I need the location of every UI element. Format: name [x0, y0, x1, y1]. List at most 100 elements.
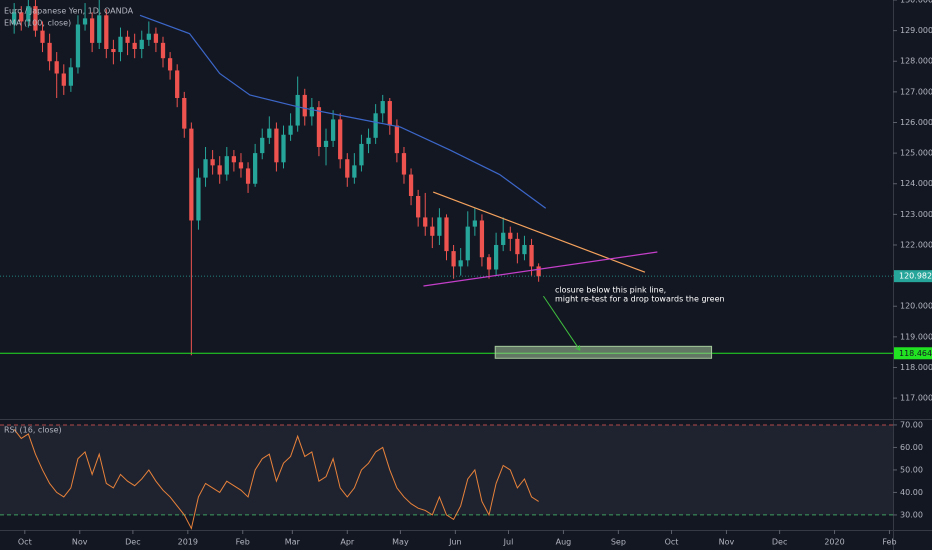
- arrow-head: [575, 345, 581, 351]
- candle-body: [253, 153, 258, 184]
- candle-body: [160, 42, 166, 59]
- x-tick-label: 2019: [178, 538, 198, 547]
- candle-body: [61, 73, 66, 86]
- candle-body: [387, 101, 392, 126]
- y-tick-label: 130.000: [900, 0, 932, 5]
- candle-body: [189, 128, 194, 221]
- candle-body: [401, 153, 407, 175]
- x-tick-label: Feb: [236, 538, 250, 547]
- candle-body: [26, 6, 31, 22]
- x-tick-label: May: [392, 538, 409, 547]
- y-tick-label: 70.00: [900, 420, 923, 429]
- x-tick-label: Nov: [719, 538, 735, 547]
- x-tick-label: Sep: [611, 538, 626, 547]
- y-tick-label: 124.000: [900, 179, 932, 188]
- y-tick-label: 125.000: [900, 149, 932, 158]
- candle-body: [416, 195, 421, 218]
- x-tick-label: Jul: [503, 538, 514, 547]
- x-tick-label: Oct: [18, 538, 32, 547]
- candle-body: [224, 156, 229, 175]
- y-tick-label: 40.00: [900, 488, 923, 497]
- y-tick-label: 118.000: [900, 363, 932, 372]
- annotation: closure below this pink line,: [555, 286, 666, 295]
- y-tick-label: 126.000: [900, 118, 932, 127]
- candle-body: [451, 251, 456, 267]
- candle-body: [19, 12, 24, 22]
- candle-body: [472, 220, 477, 227]
- candle-body: [217, 165, 222, 175]
- candle-body: [167, 58, 173, 71]
- x-tick-label: Mar: [285, 538, 301, 547]
- candle-body: [501, 232, 506, 245]
- arrow: [543, 295, 581, 351]
- candle-body: [90, 18, 95, 43]
- x-tick-label: Dec: [125, 538, 140, 547]
- x-tick-label: Oct: [665, 538, 679, 547]
- candle-body: [515, 238, 520, 255]
- candle-body: [430, 226, 435, 236]
- candle-body: [125, 36, 130, 43]
- candle-body: [196, 177, 201, 221]
- candle-body: [231, 156, 237, 163]
- x-tick-label: Aug: [556, 538, 572, 547]
- candle-body: [394, 125, 400, 154]
- y-tick-label: 50.00: [900, 465, 923, 474]
- candle-body: [175, 70, 180, 98]
- candle-body: [323, 140, 329, 147]
- candle-body: [260, 137, 265, 154]
- candle-body: [281, 134, 286, 163]
- candle-body: [508, 232, 513, 239]
- candle-body: [309, 107, 314, 117]
- legend-entry: RSI (16, close): [4, 426, 62, 435]
- candle-body: [118, 36, 123, 53]
- candle-body: [153, 33, 159, 43]
- candle-body: [139, 39, 144, 49]
- price-label-box: [894, 270, 932, 283]
- candle-body: [529, 244, 534, 267]
- candle-body: [493, 244, 499, 270]
- candle-body: [47, 42, 52, 62]
- candle-body: [40, 30, 45, 43]
- y-tick-label: 30.00: [900, 510, 923, 519]
- candle-body: [380, 101, 385, 114]
- candle-body: [345, 159, 350, 178]
- target-zone: [494, 345, 713, 359]
- x-tick-label: Dec: [772, 538, 787, 547]
- rsi-line: [13, 429, 539, 530]
- candle-body: [238, 162, 244, 169]
- candle-body: [288, 125, 293, 135]
- x-tick-label: Feb: [882, 538, 896, 547]
- candle-body: [111, 48, 116, 53]
- candle-body: [373, 113, 378, 138]
- candle-body: [97, 15, 102, 43]
- candle-body: [295, 94, 300, 126]
- candle-body: [274, 128, 279, 163]
- candle-body: [203, 159, 208, 178]
- y-tick-label: 129.000: [900, 26, 932, 35]
- candle-body: [465, 226, 470, 261]
- candle-body: [75, 24, 81, 68]
- price-label: 120.982: [899, 272, 932, 281]
- y-tick-label: 127.000: [900, 87, 932, 96]
- price-label: 118.464: [899, 349, 932, 358]
- candle-body: [444, 217, 449, 252]
- candle-body: [245, 168, 251, 184]
- x-tick-label: Jun: [448, 538, 462, 547]
- legend-entry: EMA (100, close): [4, 19, 71, 28]
- candle-body: [182, 97, 187, 129]
- y-tick-label: 122.000: [900, 240, 932, 249]
- candle-body: [267, 128, 272, 138]
- candle-body: [146, 33, 151, 40]
- candle-body: [12, 12, 17, 25]
- chart-title: Euro / Japanese Yen, 1D, OANDA: [4, 7, 134, 16]
- ema-line: [139, 14, 547, 209]
- trend-line: [423, 251, 658, 287]
- candle-body: [104, 15, 109, 49]
- candle-body: [330, 119, 336, 141]
- candle-body: [458, 260, 463, 267]
- y-tick-label: 60.00: [900, 443, 923, 452]
- candle-body: [486, 257, 492, 270]
- y-tick-label: 123.000: [900, 210, 932, 219]
